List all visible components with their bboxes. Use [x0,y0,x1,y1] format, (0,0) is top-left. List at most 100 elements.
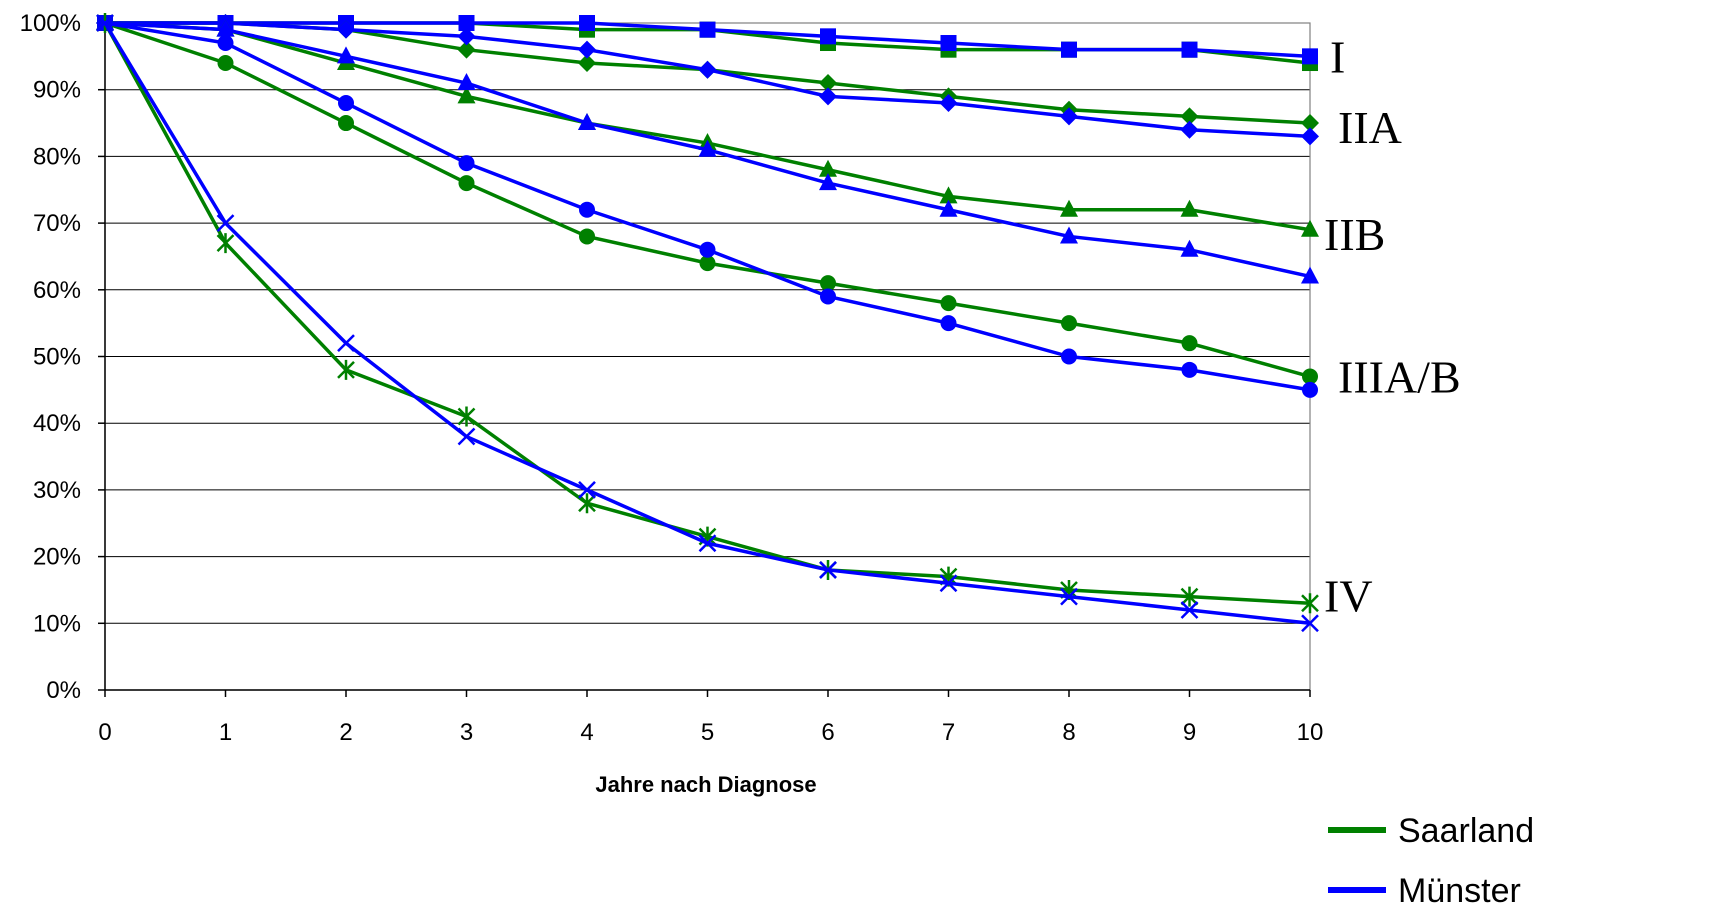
data-point-i-muenster [820,28,836,45]
data-point-i-muenster [579,15,595,31]
y-tick-label: 80% [33,143,81,170]
data-point-iib-saarland [819,159,837,177]
data-point-i-muenster [940,35,957,52]
data-point-iv-muenster [96,14,114,32]
data-point-iv-saarland [337,359,355,380]
y-tick-label: 40% [33,410,81,437]
series-iib-muenster [96,13,1319,284]
data-point-i-muenster [1181,41,1198,58]
data-point-iiia-b-muenster [1302,381,1318,398]
data-point-i-muenster [699,21,716,38]
data-point-i-muenster [1061,41,1077,58]
x-tick-label: 0 [98,719,111,746]
y-tick-label: 70% [33,210,81,237]
data-point-iiia-b-muenster [458,155,475,172]
x-tick-label: 6 [821,719,834,746]
data-point-iiia-b-saarland [217,55,234,72]
data-point-iib-muenster [698,139,717,157]
data-point-i-muenster [1302,48,1318,65]
data-point-iia-saarland [1301,114,1319,133]
data-point-iv-muenster [216,214,235,232]
data-point-iiia-b-saarland [1061,315,1077,332]
y-tick-label: 10% [33,610,81,637]
data-point-iv-saarland [457,406,476,427]
y-tick-label: 20% [33,544,81,571]
y-tick-label: 30% [33,477,81,504]
data-point-iv-muenster [337,334,355,353]
y-tick-label: 90% [33,77,81,104]
x-tick-label: 1 [219,719,232,746]
data-point-iib-saarland [1060,199,1078,217]
stage-label-iia: IIA [1338,102,1402,153]
data-point-iiia-b-muenster [1181,361,1198,378]
data-point-iiia-b-saarland [458,175,475,192]
data-point-iia-saarland [819,74,837,93]
legend-label: Saarland [1398,812,1534,850]
data-point-iib-muenster [1301,266,1319,284]
data-point-iiia-b-saarland [940,295,957,312]
series-iv-muenster [96,14,1319,633]
data-point-iiia-b-muenster [820,288,836,305]
data-point-iib-muenster [216,19,235,37]
x-tick-label: 5 [701,719,714,746]
data-point-iib-muenster [1060,226,1078,244]
data-point-iib-saarland [457,86,476,104]
data-point-iib-muenster [939,199,958,217]
y-tick-labels: 0% 10% 20% 30% 40% 50% 60% 70% 80% 90% 100% [20,10,105,704]
data-point-iiia-b-saarland [1302,368,1318,385]
data-point-iia-muenster [1180,120,1199,139]
data-point-iv-saarland [1301,593,1319,614]
data-point-iia-saarland [1180,107,1199,126]
data-point-iv-muenster [698,534,717,553]
data-point-iv-muenster [1180,601,1199,619]
data-point-iv-muenster [1060,587,1078,606]
data-point-iv-muenster [819,561,837,579]
data-point-iiia-b-muenster [579,201,595,218]
series-iiia-b-muenster [97,15,1318,398]
y-tick-label: 0% [46,677,81,704]
stage-label-i: I [1330,31,1345,82]
data-point-iiia-b-muenster [1061,348,1077,365]
data-point-iia-muenster [337,20,355,39]
stage-annotations: I IIA IIB IIIA/B IV [1324,31,1461,621]
data-point-iib-muenster [457,73,476,91]
x-tick-label: 4 [580,719,593,746]
data-point-iiia-b-saarland [338,115,354,132]
legend-item-muenster: Münster [1328,872,1521,910]
y-tick-label: 50% [33,344,81,371]
x-tick-labels: 0 1 2 3 4 5 6 7 8 9 10 [98,690,1323,746]
data-point-iiia-b-muenster [338,95,354,112]
data-point-iv-muenster [457,427,476,446]
data-point-iia-muenster [1301,127,1319,146]
series-iv-saarland [96,13,1319,614]
data-point-iv-saarland [1180,586,1199,607]
series-line-iib-saarland [104,21,1311,232]
series-line-iia-muenster [105,21,1311,139]
data-point-iv-muenster [939,574,958,593]
data-point-iv-muenster [578,481,596,499]
x-tick-label: 2 [339,719,352,746]
data-point-iv-saarland [216,233,235,254]
y-tick-label: 60% [33,277,81,304]
data-point-iib-muenster [578,113,596,131]
stage-label-iib: IIB [1324,209,1385,260]
data-point-iia-muenster [1060,107,1078,126]
legend: Saarland Münster [1328,812,1534,910]
data-point-iv-saarland [578,493,596,514]
legend-item-saarland: Saarland [1328,812,1534,850]
data-point-iiia-b-muenster [940,315,957,332]
data-point-iia-muenster [939,94,958,113]
data-point-iia-muenster [457,27,476,46]
x-tick-label: 3 [460,719,473,746]
legend-label: Münster [1398,872,1521,910]
data-point-iib-saarland [939,186,958,204]
series-line-iv-saarland [103,22,1311,606]
data-point-iiia-b-muenster [217,35,234,52]
data-point-iib-muenster [819,173,837,191]
x-tick-label: 9 [1183,719,1196,746]
data-point-iiia-b-saarland [579,228,595,245]
data-point-iia-saarland [457,40,476,59]
data-point-iiia-b-saarland [1181,335,1198,352]
data-point-iib-muenster [1180,239,1199,257]
